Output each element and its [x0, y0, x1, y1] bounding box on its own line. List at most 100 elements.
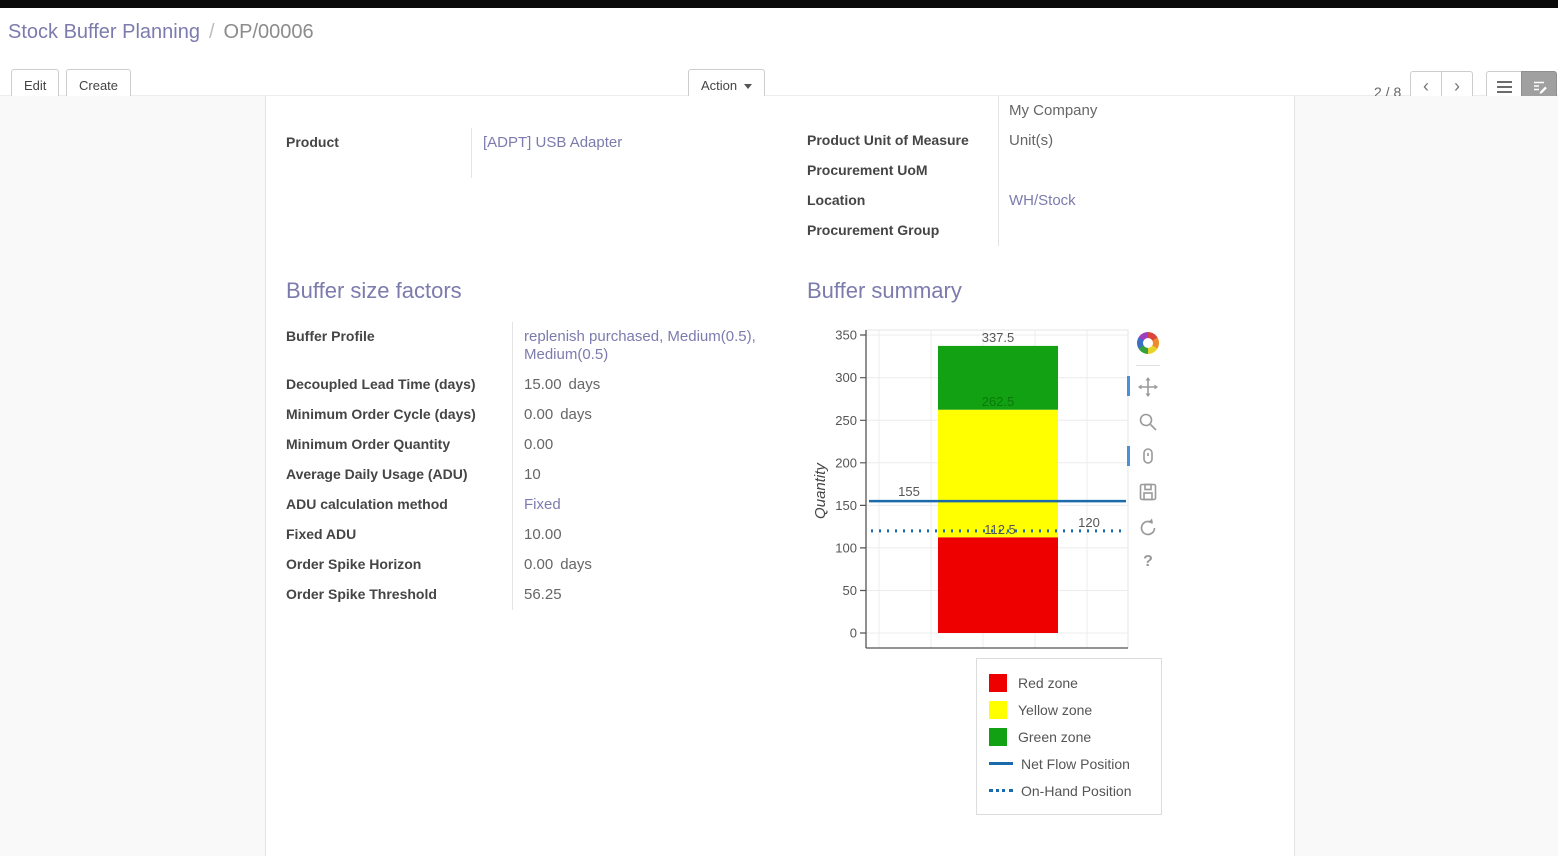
spike-threshold-label: Order Spike Threshold: [286, 586, 437, 602]
form-sheet: Product [ADPT] USB Adapter My Company Pr…: [265, 96, 1295, 856]
axis-ticks: [860, 334, 866, 634]
action-label: Action: [701, 78, 738, 93]
pan-tool-icon[interactable]: [1127, 374, 1161, 400]
red-swatch-icon: [989, 673, 1007, 692]
dlt-label: Decoupled Lead Time (days): [286, 376, 476, 392]
min-order-qty-label: Minimum Order Quantity: [286, 436, 451, 452]
yellow-zone-bar: [938, 409, 1058, 538]
company-label: [807, 96, 998, 107]
buffer-summary-title: Buffer summary: [807, 278, 962, 303]
ytick-350: 350: [835, 328, 857, 343]
field-row-adu: Average Daily Usage (ADU) 10: [286, 460, 786, 490]
ytick-300: 300: [835, 370, 857, 385]
buffer-profile-link[interactable]: replenish purchased, Medium(0.5), Medium…: [524, 328, 756, 363]
form-icon: [1534, 81, 1547, 94]
buffer-summary-chart: 350 300 250 200 150 100 50 0 337.5 262.5…: [812, 328, 1129, 649]
reset-tool-icon[interactable]: [1135, 514, 1161, 540]
top-nav-bar: [0, 0, 1558, 8]
breadcrumb-separator: /: [208, 21, 215, 43]
legend-label: Net Flow Position: [1021, 755, 1130, 772]
solid-line-icon: [989, 762, 1013, 765]
uom-label: Product Unit of Measure: [807, 132, 969, 148]
buffer-factors-title: Buffer size factors: [286, 278, 462, 303]
field-row-min-order-cycle: Minimum Order Cycle (days) 0.00 days: [286, 400, 786, 430]
control-panel: Stock Buffer Planning / OP/00006 Edit Crea…: [0, 8, 1558, 102]
field-row-procurement-group: Procurement Group: [807, 216, 1277, 246]
green-swatch-icon: [989, 727, 1007, 746]
breadcrumb-parent-link[interactable]: Stock Buffer Planning: [8, 21, 200, 43]
ytick-250: 250: [835, 413, 857, 428]
buffer-factors-table: Buffer Profile replenish purchased, Medi…: [286, 322, 786, 610]
company-value: My Company: [1009, 102, 1098, 119]
net-flow-label: 155: [898, 484, 920, 499]
wheel-zoom-tool-icon[interactable]: [1127, 444, 1161, 470]
chart-toolbar: ?: [1127, 330, 1165, 584]
content-area: Product [ADPT] USB Adapter My Company Pr…: [0, 96, 1558, 856]
field-row-fixed-adu: Fixed ADU 10.00: [286, 520, 786, 550]
legend-item-net-flow: Net Flow Position: [989, 750, 1149, 777]
breadcrumb: Stock Buffer Planning / OP/00006: [8, 21, 314, 44]
field-row-buffer-profile: Buffer Profile replenish purchased, Medi…: [286, 322, 786, 370]
legend-item-yellow-zone: Yellow zone: [989, 696, 1149, 723]
field-row-adu-method: ADU calculation method Fixed: [286, 490, 786, 520]
breadcrumb-current: OP/00006: [223, 21, 314, 43]
toolbar-divider: [1136, 365, 1160, 366]
field-row-location: Location WH/Stock: [807, 186, 1277, 216]
ytick-0: 0: [850, 626, 857, 641]
box-zoom-tool-icon[interactable]: [1135, 409, 1161, 435]
active-tool-indicator: [1127, 376, 1130, 396]
help-tool-icon[interactable]: ?: [1143, 553, 1153, 570]
yellow-top-label: 262.5: [982, 394, 1015, 409]
field-row-uom: Product Unit of Measure Unit(s): [807, 126, 1277, 156]
product-label: Product: [286, 134, 339, 150]
bokeh-logo-icon[interactable]: [1135, 330, 1161, 356]
axes-lines: [865, 330, 1128, 649]
legend-item-green-zone: Green zone: [989, 723, 1149, 750]
adu-method-link[interactable]: Fixed: [524, 496, 561, 513]
field-row-product: Product [ADPT] USB Adapter: [286, 128, 786, 178]
procurement-group-label: Procurement Group: [807, 222, 940, 238]
adu-method-label: ADU calculation method: [286, 496, 448, 512]
adu-value: 10: [524, 466, 541, 483]
main-fields-left: Product [ADPT] USB Adapter: [286, 128, 786, 178]
legend-label: Green zone: [1018, 728, 1092, 745]
green-zone-bar: [938, 345, 1058, 410]
uom-value: Unit(s): [1009, 132, 1054, 149]
ytick-50: 50: [843, 583, 857, 598]
green-top-label: 337.5: [982, 330, 1015, 345]
field-row-dlt: Decoupled Lead Time (days) 15.00 days: [286, 370, 786, 400]
caret-down-icon: [744, 84, 753, 90]
field-row-spike-threshold: Order Spike Threshold 56.25: [286, 580, 786, 610]
fixed-adu-label: Fixed ADU: [286, 526, 357, 542]
ytick-200: 200: [835, 455, 857, 470]
red-zone-bar: [938, 537, 1058, 633]
chevron-left-icon: ‹: [1423, 76, 1429, 96]
spike-horizon-suffix: days: [560, 556, 592, 573]
legend-label: On-Hand Position: [1021, 782, 1132, 799]
dlt-value: 15.00: [524, 376, 562, 393]
chart-legend: Red zone Yellow zone Green zone Net Flow…: [976, 658, 1162, 815]
min-order-cycle-label: Minimum Order Cycle (days): [286, 406, 476, 422]
dlt-suffix: days: [568, 376, 601, 393]
main-fields-right: My Company Product Unit of Measure Unit(…: [807, 96, 1277, 246]
field-row-procurement-uom: Procurement UoM: [807, 156, 1277, 186]
legend-item-red-zone: Red zone: [989, 669, 1149, 696]
spike-threshold-value: 56.25: [524, 586, 562, 603]
save-tool-icon[interactable]: [1135, 479, 1161, 505]
dotted-line-icon: [989, 789, 1013, 792]
product-link[interactable]: [ADPT] USB Adapter: [483, 134, 623, 151]
location-link[interactable]: WH/Stock: [1009, 192, 1076, 209]
y-axis-title: Quantity: [812, 462, 829, 519]
legend-label: Red zone: [1018, 674, 1078, 691]
legend-label: Yellow zone: [1018, 701, 1093, 718]
field-row-spike-horizon: Order Spike Horizon 0.00 days: [286, 550, 786, 580]
min-order-cycle-value: 0.00: [524, 406, 554, 423]
procurement-uom-label: Procurement UoM: [807, 162, 928, 178]
min-order-qty-value: 0.00: [524, 436, 554, 453]
spike-horizon-label: Order Spike Horizon: [286, 556, 422, 572]
fixed-adu-value: 10.00: [524, 526, 562, 543]
legend-item-on-hand: On-Hand Position: [989, 777, 1149, 804]
list-icon: [1496, 80, 1512, 93]
yellow-swatch-icon: [989, 700, 1007, 719]
y-tick-labels: 350 300 250 200 150 100 50 0: [835, 328, 857, 641]
